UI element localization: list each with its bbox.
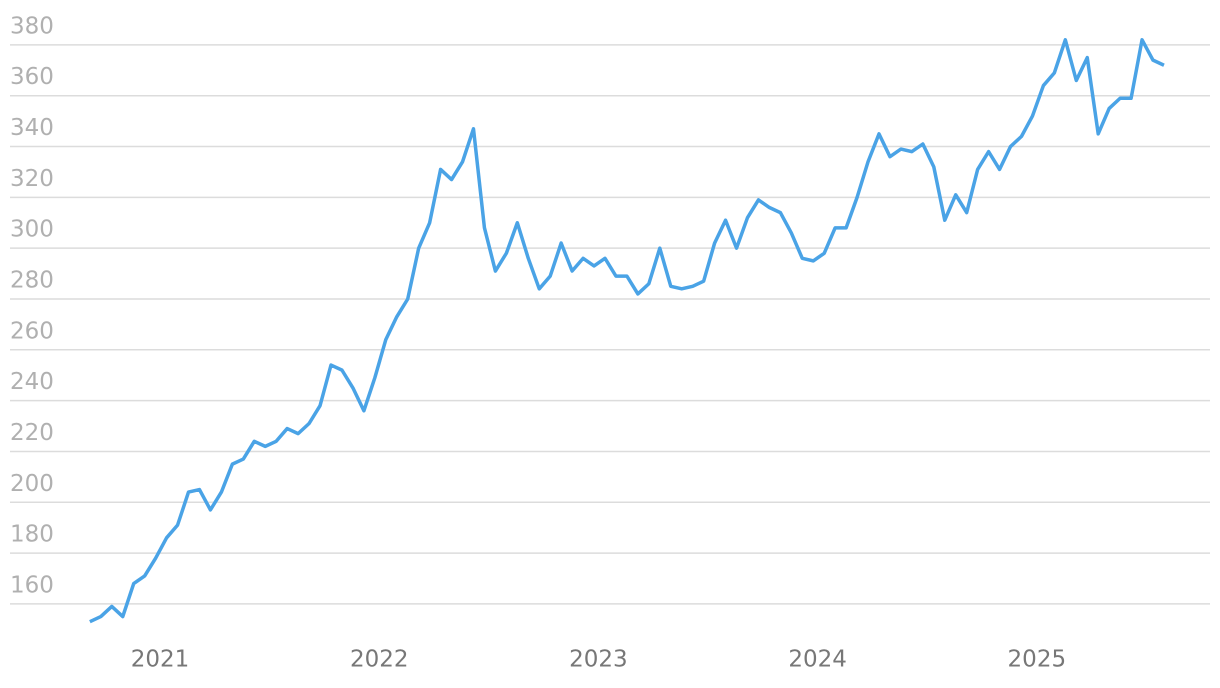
y-tick-label: 160 (10, 572, 54, 598)
x-tick-label: 2021 (131, 647, 190, 673)
line (89, 38, 1165, 624)
x-tick-label: 2023 (569, 647, 628, 673)
y-tick-label: 180 (10, 522, 54, 548)
y-tick-label: 280 (10, 267, 54, 293)
y-tick-label: 340 (10, 115, 54, 141)
y-tick-label: 220 (10, 420, 54, 446)
y-tick-label: 300 (10, 217, 54, 243)
x-tick-label: 2024 (788, 647, 847, 673)
x-tick-label: 2022 (350, 647, 409, 673)
x-tick-label: 2025 (1008, 647, 1067, 673)
y-tick-label: 240 (10, 369, 54, 395)
y-tick-label: 260 (10, 318, 54, 344)
y-tick-label: 360 (10, 64, 54, 90)
y-tick-label: 320 (10, 166, 54, 192)
y-tick-label: 380 (10, 13, 54, 39)
y-tick-label: 200 (10, 471, 54, 497)
